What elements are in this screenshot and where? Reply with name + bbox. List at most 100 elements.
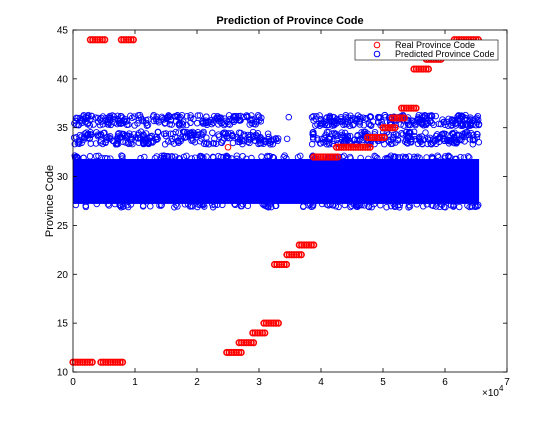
predicted-point [119,155,126,162]
predicted-point [187,202,195,210]
predicted-point [406,132,413,140]
predicted-point [209,203,217,211]
predicted-point [265,203,272,211]
predicted-point [182,133,189,141]
predicted-point [202,140,210,148]
y-tick-label: 30 [57,172,69,183]
predicted-point [105,134,113,141]
real-point [375,133,384,142]
predicted-point [163,115,171,122]
predicted-point [365,203,373,211]
real-point [400,114,408,122]
predicted-point [196,112,204,119]
axes-box [72,29,508,373]
predicted-point [130,131,138,138]
legend-marker-predicted [373,50,381,58]
real-point [256,329,264,337]
predicted-point [234,135,242,143]
predicted-point [342,112,350,119]
predicted-point [160,154,168,162]
predicted-point [248,119,255,127]
predicted-point [326,201,334,208]
predicted-point [104,200,112,208]
predicted-point [334,132,341,140]
x-tick-label: 7 [504,377,510,388]
y-tick-label: 45 [57,26,69,37]
series-predicted [70,111,483,211]
predicted-point [429,136,437,143]
predicted-point [167,116,175,124]
chart-title: Prediction of Province Code [216,15,363,27]
predicted-point [320,139,327,146]
real-point [319,153,327,161]
predicted-point [268,136,275,144]
predicted-point [466,136,474,143]
x-tick-label: 5 [380,377,386,388]
predicted-point [219,130,227,137]
predicted-point [86,153,94,160]
predicted-point [321,121,328,128]
x-tick-label: 3 [256,377,262,388]
predicted-point [165,113,173,120]
predicted-point [394,154,402,161]
predicted-point [471,203,479,210]
x-tick-label: 1 [132,377,138,388]
predicted-point [403,139,411,147]
predicted-point [308,203,315,211]
predicted-point [314,136,322,144]
predicted-point [318,200,326,208]
predicted-point [443,137,451,144]
predicted-point [432,203,440,210]
predicted-point [172,113,180,120]
predicted-point [101,129,108,136]
predicted-point [200,128,207,136]
predicted-point [457,122,465,129]
real-point [274,319,282,327]
real-point [270,260,279,269]
predicted-point [249,128,257,136]
real-point [407,104,415,112]
predicted-point [308,113,316,121]
real-point [309,153,318,161]
predicted-point [257,134,264,141]
predicted-point [198,118,206,126]
predicted-point [229,131,236,139]
real-point [302,241,311,249]
predicted-point [405,204,412,211]
real-point [224,143,232,151]
predicted-point [362,115,370,122]
predicted-point [419,203,427,210]
predicted-point [79,115,87,123]
predicted-point [147,202,154,210]
real-point [235,348,243,357]
predicted-point [102,114,110,122]
real-point [282,260,291,269]
predicted-point [308,140,316,148]
predicted-point [229,139,237,147]
x-scale-prefix: ×10 [482,388,499,399]
predicted-point [217,114,225,121]
predicted-point [323,128,331,136]
predicted-point [383,203,390,211]
y-tick-label: 35 [57,123,69,134]
predicted-point [71,140,79,148]
predicted-point [413,155,420,162]
predicted-point [137,155,144,162]
real-point [249,339,258,347]
predicted-point [135,117,143,124]
predicted-point [347,112,354,120]
real-point [280,260,288,269]
predicted-point [365,203,372,210]
predicted-point [340,152,348,160]
real-point [332,143,341,151]
predicted-point [225,112,233,119]
predicted-point [113,134,121,142]
predicted-point [447,138,455,146]
real-point [297,251,305,259]
predicted-point [381,140,388,148]
real-point [410,104,418,112]
real-point [371,133,379,142]
predicted-point [205,140,213,148]
predicted-point [272,136,280,143]
x-tick-label: 2 [194,377,200,388]
